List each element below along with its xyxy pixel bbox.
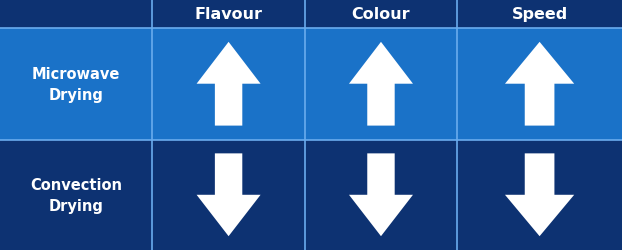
Bar bbox=[305, 0, 457, 29]
Polygon shape bbox=[349, 154, 413, 236]
Bar bbox=[0, 140, 152, 250]
Polygon shape bbox=[197, 43, 261, 126]
Polygon shape bbox=[505, 154, 574, 236]
Bar bbox=[0, 29, 152, 140]
Bar bbox=[457, 140, 622, 250]
Bar bbox=[152, 0, 305, 29]
Polygon shape bbox=[197, 154, 261, 236]
Bar bbox=[457, 0, 622, 29]
Bar bbox=[305, 29, 457, 140]
Bar bbox=[152, 29, 305, 140]
Bar bbox=[152, 140, 305, 250]
Polygon shape bbox=[349, 43, 413, 126]
Text: Convection
Drying: Convection Drying bbox=[30, 177, 122, 213]
Text: Colour: Colour bbox=[351, 7, 411, 22]
Bar bbox=[305, 140, 457, 250]
Bar bbox=[457, 29, 622, 140]
Text: Speed: Speed bbox=[511, 7, 568, 22]
Text: Flavour: Flavour bbox=[195, 7, 262, 22]
Polygon shape bbox=[505, 43, 574, 126]
Text: Microwave
Drying: Microwave Drying bbox=[32, 66, 121, 102]
Bar bbox=[0, 0, 152, 29]
